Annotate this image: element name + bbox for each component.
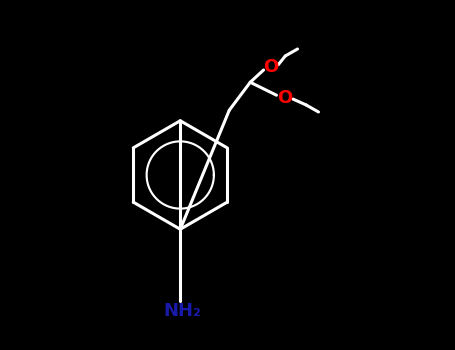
Text: O: O [278,89,293,107]
Text: O: O [263,57,279,76]
Text: NH₂: NH₂ [163,302,201,321]
